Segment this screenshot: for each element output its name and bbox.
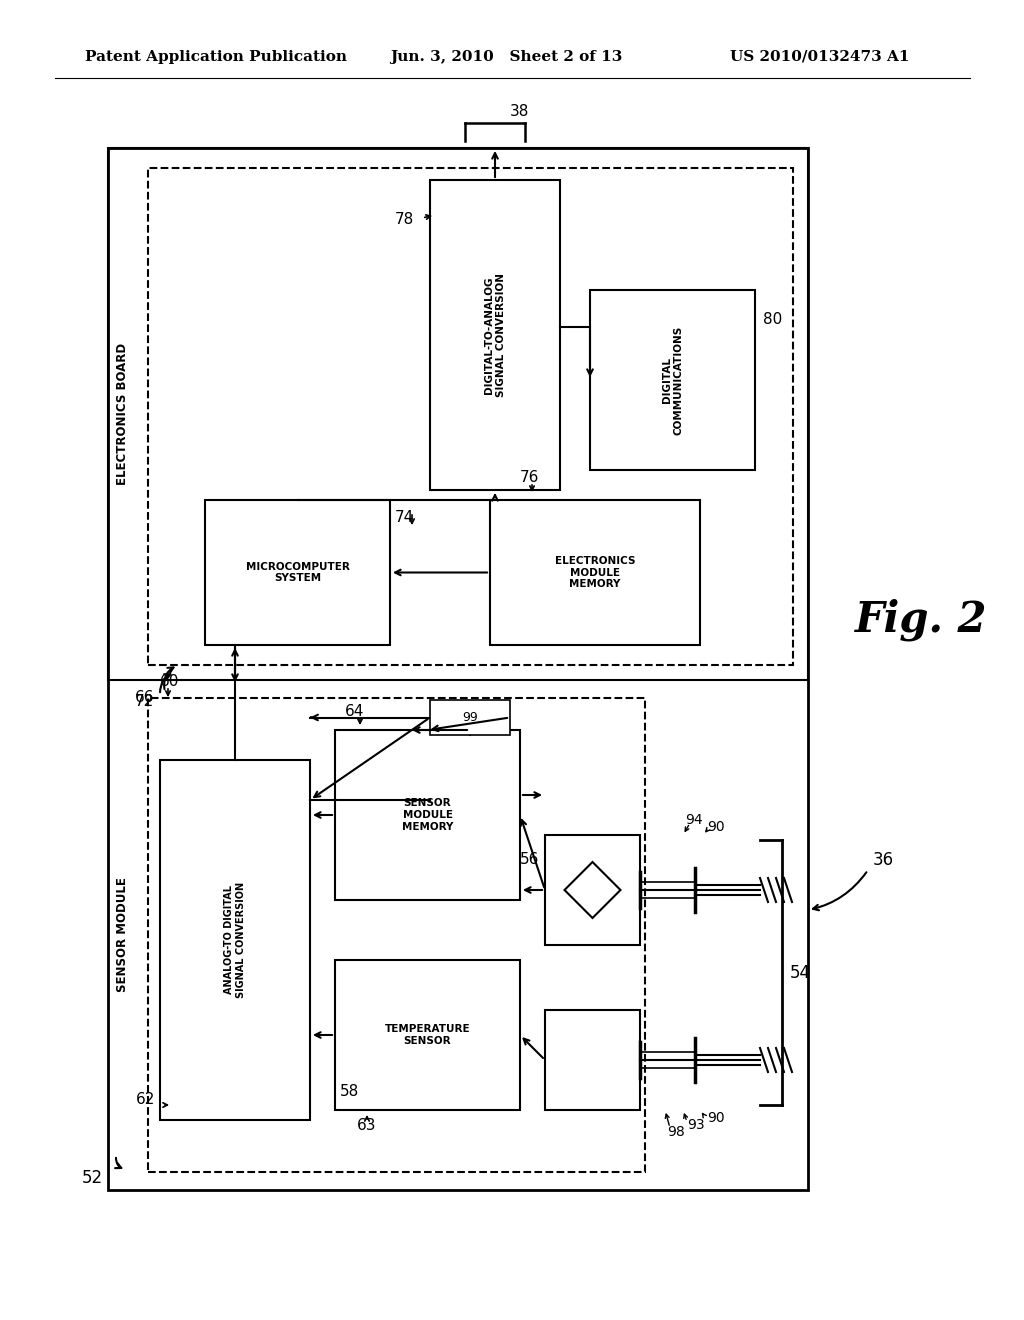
Text: 36: 36 — [873, 851, 894, 869]
Text: 58: 58 — [340, 1085, 359, 1100]
Text: 72: 72 — [135, 694, 155, 710]
Text: TEMPERATURE
SENSOR: TEMPERATURE SENSOR — [385, 1024, 470, 1045]
Text: 98: 98 — [667, 1125, 685, 1139]
Text: 93: 93 — [687, 1118, 705, 1133]
Text: 64: 64 — [345, 705, 365, 719]
Bar — [148, 698, 645, 1172]
Bar — [108, 148, 808, 1191]
Text: 38: 38 — [510, 103, 529, 119]
Text: 63: 63 — [357, 1118, 377, 1133]
Text: SENSOR
MODULE
MEMORY: SENSOR MODULE MEMORY — [401, 799, 454, 832]
Text: 90: 90 — [707, 820, 725, 834]
Text: 54: 54 — [790, 964, 811, 982]
Text: 76: 76 — [520, 470, 540, 486]
Text: 80: 80 — [763, 313, 782, 327]
Text: DIGITAL-TO-ANALOG
SIGNAL CONVERSION: DIGITAL-TO-ANALOG SIGNAL CONVERSION — [484, 273, 506, 397]
Bar — [108, 148, 808, 680]
Bar — [545, 1010, 640, 1110]
Bar — [160, 760, 310, 1119]
Bar — [590, 290, 755, 470]
Text: SENSOR MODULE: SENSOR MODULE — [116, 878, 128, 993]
Bar — [335, 730, 520, 900]
Text: 66: 66 — [135, 690, 155, 705]
Text: Fig. 2: Fig. 2 — [855, 599, 987, 642]
Text: Patent Application Publication: Patent Application Publication — [85, 50, 347, 63]
Text: US 2010/0132473 A1: US 2010/0132473 A1 — [730, 50, 909, 63]
Bar — [430, 700, 510, 735]
Bar — [490, 500, 700, 645]
Text: 52: 52 — [82, 1170, 103, 1187]
Text: 62: 62 — [135, 1093, 155, 1107]
Bar — [430, 180, 560, 490]
Text: 90: 90 — [707, 1111, 725, 1125]
Text: 99: 99 — [462, 711, 478, 723]
Bar — [335, 960, 520, 1110]
Text: DIGITAL
COMMUNICATIONS: DIGITAL COMMUNICATIONS — [662, 325, 683, 434]
Text: Jun. 3, 2010   Sheet 2 of 13: Jun. 3, 2010 Sheet 2 of 13 — [390, 50, 623, 63]
Bar — [205, 500, 390, 645]
Text: 78: 78 — [395, 213, 415, 227]
Bar — [148, 168, 793, 665]
Bar — [545, 836, 640, 945]
Text: MICROCOMPUTER
SYSTEM: MICROCOMPUTER SYSTEM — [246, 562, 349, 583]
Text: ANALOG-TO DIGITAL
SIGNAL CONVERSION: ANALOG-TO DIGITAL SIGNAL CONVERSION — [224, 882, 246, 998]
Text: 94: 94 — [685, 813, 702, 828]
Text: ELECTRONICS BOARD: ELECTRONICS BOARD — [116, 343, 128, 484]
Text: 60: 60 — [160, 675, 179, 689]
Text: 74: 74 — [395, 511, 415, 525]
Text: 56: 56 — [520, 853, 540, 867]
Text: ELECTRONICS
MODULE
MEMORY: ELECTRONICS MODULE MEMORY — [555, 556, 635, 589]
